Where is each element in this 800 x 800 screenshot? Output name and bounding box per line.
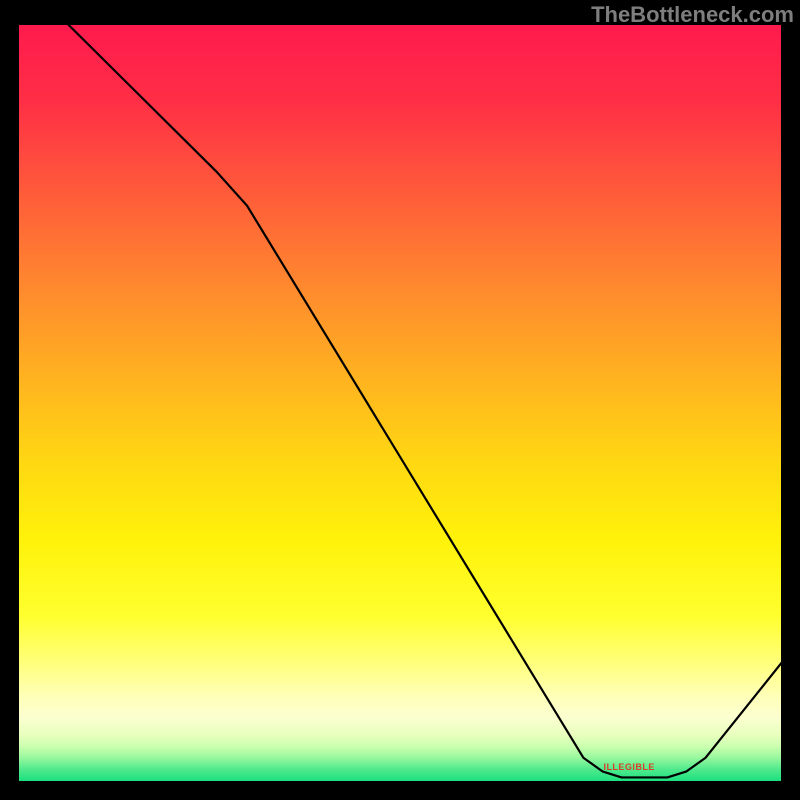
- chart-container: TheBottleneck.com ILLEGIBLE: [0, 0, 800, 800]
- plot-area: ILLEGIBLE: [18, 24, 782, 782]
- watermark-text: TheBottleneck.com: [591, 2, 794, 28]
- bottom-red-label: ILLEGIBLE: [603, 762, 655, 772]
- plot-background: [18, 24, 782, 782]
- plot-svg: ILLEGIBLE: [18, 24, 782, 782]
